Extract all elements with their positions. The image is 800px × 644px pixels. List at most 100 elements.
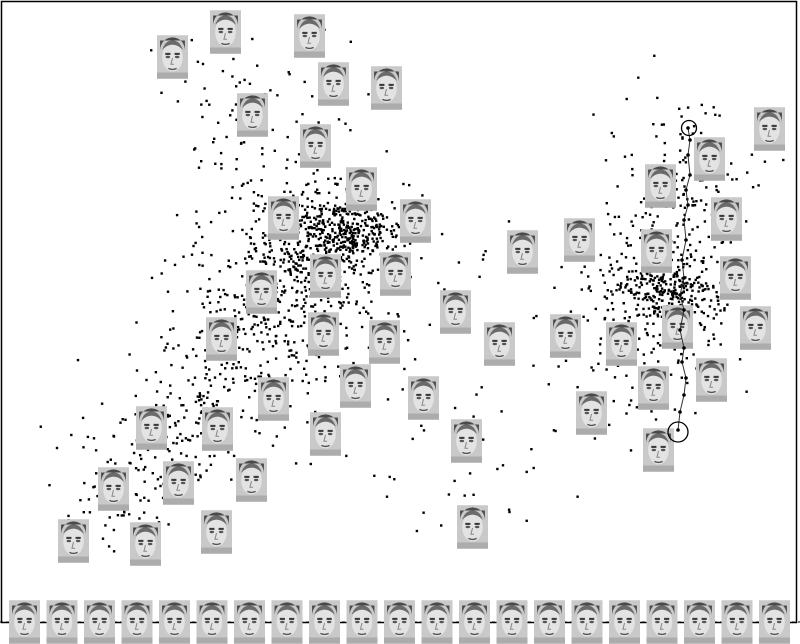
- strip-face-frame[interactable]: [121, 600, 153, 644]
- strip-face-frame[interactable]: [496, 600, 528, 644]
- scatter-point: [277, 299, 280, 302]
- scatter-point: [143, 496, 146, 499]
- scatter-point: [478, 275, 481, 278]
- face-thumbnail[interactable]: [641, 229, 672, 273]
- scatter-point: [201, 251, 204, 254]
- face-thumbnail[interactable]: [740, 306, 771, 350]
- scatter-point: [587, 287, 590, 290]
- strip-face-frame[interactable]: [459, 600, 490, 644]
- scatter-point: [649, 297, 652, 300]
- strip-face-frame[interactable]: [421, 600, 453, 644]
- strip-face-frame[interactable]: [84, 600, 115, 644]
- strip-face-frame[interactable]: [234, 600, 265, 644]
- scatter-point: [309, 233, 313, 236]
- face-thumbnail[interactable]: [484, 322, 515, 366]
- scatter-point: [334, 204, 337, 207]
- scatter-point: [260, 371, 263, 375]
- face-thumbnail[interactable]: [440, 290, 471, 334]
- scatter-point: [306, 392, 309, 395]
- face-thumbnail[interactable]: [606, 322, 637, 366]
- face-thumbnail[interactable]: [294, 14, 325, 58]
- face-thumbnail[interactable]: [451, 419, 482, 463]
- face-thumbnail[interactable]: [308, 312, 339, 356]
- strip-face-frame[interactable]: [609, 600, 640, 644]
- strip-face-frame[interactable]: [46, 600, 78, 644]
- face-thumbnail[interactable]: [98, 467, 129, 511]
- face-thumbnail[interactable]: [237, 93, 268, 137]
- face-thumbnail[interactable]: [258, 377, 289, 421]
- face-thumbnail[interactable]: [696, 358, 727, 402]
- face-thumbnail[interactable]: [201, 510, 232, 554]
- strip-face-frame[interactable]: [159, 600, 190, 644]
- face-thumbnail[interactable]: [507, 230, 538, 274]
- face-thumbnail[interactable]: [564, 218, 595, 262]
- scatter-point: [206, 290, 210, 293]
- face-thumbnail[interactable]: [694, 137, 725, 181]
- face-thumbnail[interactable]: [371, 66, 402, 110]
- strip-face-frame[interactable]: [346, 600, 378, 644]
- face-thumbnail[interactable]: [643, 428, 674, 472]
- strip-face-frame[interactable]: [571, 600, 603, 644]
- scatter-point: [415, 529, 419, 533]
- face-thumbnail[interactable]: [236, 458, 267, 502]
- scatter-point: [119, 421, 122, 424]
- face-thumbnail[interactable]: [711, 197, 742, 241]
- strip-face-frame[interactable]: [759, 600, 790, 644]
- face-thumbnail[interactable]: [136, 406, 167, 450]
- trajectory-end-marker[interactable]: [667, 421, 689, 443]
- scatter-point: [617, 215, 621, 218]
- face-thumbnail[interactable]: [130, 522, 161, 566]
- face-thumbnail[interactable]: [576, 391, 607, 435]
- strip-face-frame[interactable]: [309, 600, 340, 644]
- face-thumbnail[interactable]: [268, 196, 299, 240]
- face-thumbnail[interactable]: [163, 461, 194, 505]
- scatter-point: [681, 178, 684, 182]
- scatter-point: [610, 131, 613, 135]
- scatter-point: [313, 207, 317, 210]
- trajectory-start-marker[interactable]: [680, 119, 698, 137]
- strip-face-frame[interactable]: [534, 600, 565, 644]
- face-thumbnail[interactable]: [754, 107, 785, 151]
- strip-face-frame[interactable]: [684, 600, 715, 644]
- face-thumbnail[interactable]: [340, 364, 371, 408]
- face-thumbnail[interactable]: [310, 412, 341, 456]
- strip-face-frame[interactable]: [271, 600, 303, 644]
- strip-face-frame[interactable]: [721, 600, 753, 644]
- face-thumbnail[interactable]: [310, 254, 341, 298]
- face-thumbnail[interactable]: [662, 305, 693, 349]
- face-thumbnail[interactable]: [346, 167, 377, 211]
- scatter-point: [367, 312, 370, 315]
- scatter-point: [385, 150, 388, 153]
- face-thumbnail[interactable]: [206, 317, 237, 361]
- scatter-point: [378, 225, 381, 229]
- face-thumbnail[interactable]: [720, 256, 751, 300]
- scatter-point: [179, 432, 182, 436]
- face-thumbnail[interactable]: [246, 270, 277, 314]
- face-thumbnail[interactable]: [457, 505, 488, 549]
- face-thumbnail[interactable]: [202, 407, 233, 451]
- scatter-point: [213, 454, 216, 458]
- scatter-point: [686, 282, 689, 285]
- scatter-point: [345, 257, 348, 261]
- strip-face-frame[interactable]: [196, 600, 228, 644]
- scatter-point: [576, 495, 579, 498]
- face-thumbnail[interactable]: [210, 10, 241, 54]
- face-thumbnail[interactable]: [400, 199, 431, 243]
- strip-face-frame[interactable]: [646, 600, 678, 644]
- face-thumbnail[interactable]: [645, 164, 676, 208]
- face-thumbnail[interactable]: [369, 320, 400, 364]
- face-thumbnail[interactable]: [58, 519, 89, 563]
- face-thumbnail[interactable]: [550, 314, 581, 358]
- strip-face-frame[interactable]: [384, 600, 415, 644]
- scatter-point: [675, 295, 678, 299]
- scatter-point: [177, 420, 180, 423]
- face-thumbnail[interactable]: [300, 124, 331, 168]
- face-thumbnail[interactable]: [318, 62, 349, 106]
- strip-face-frame[interactable]: [9, 600, 40, 644]
- scatter-point: [663, 141, 666, 145]
- scatter-point: [368, 284, 371, 287]
- face-thumbnail[interactable]: [380, 252, 411, 296]
- face-thumbnail[interactable]: [157, 35, 188, 79]
- face-thumbnail[interactable]: [408, 376, 439, 420]
- face-thumbnail[interactable]: [638, 366, 669, 410]
